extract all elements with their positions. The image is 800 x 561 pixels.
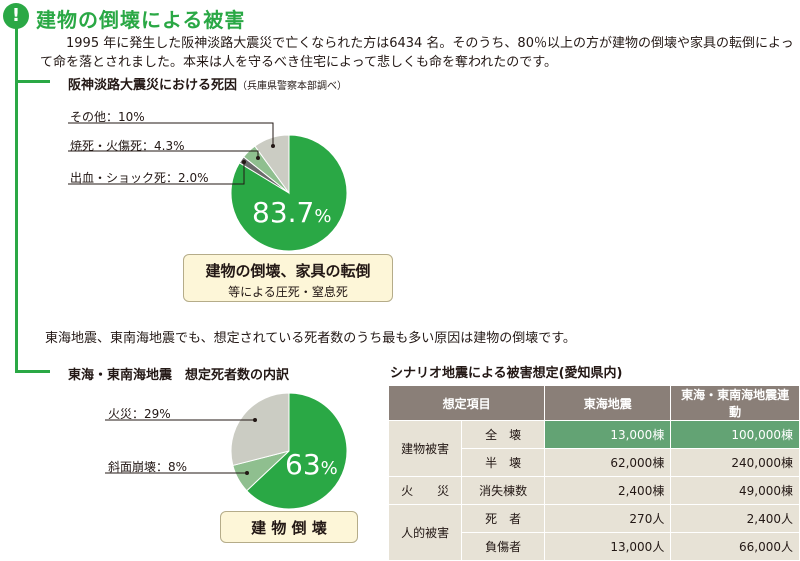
table-header-item: 想定項目 — [387, 385, 546, 421]
table-cell-value: 66,000人 — [670, 532, 800, 561]
leader-dot-other — [271, 144, 275, 148]
pie-slice-3 — [254, 134, 290, 195]
label-bleed: 出血・ショック死：2.0% — [70, 171, 209, 185]
chart1-main-percent: 83.7% — [252, 196, 331, 229]
table-cell-value: 13,000人 — [544, 532, 672, 561]
table-cell-value: 2,400人 — [670, 504, 800, 533]
table-cell-item: 消失棟数 — [461, 476, 546, 505]
intro-paragraph: 1995 年に発生した阪神淡路大震災で亡くなられた方は6434 名。そのうち、8… — [40, 36, 794, 70]
section-bracket-line — [15, 28, 18, 373]
section2-bracket-tick — [15, 370, 50, 373]
label-slope: 斜面崩壊：8% — [108, 460, 188, 474]
chart1-main-unit: % — [314, 206, 332, 227]
section2-heading: 東海・東南海地震 想定死者数の内訳 — [68, 368, 290, 383]
table-cell-value: 240,000棟 — [670, 448, 800, 477]
callout-subtitle: 等による圧死・窒息死 — [228, 285, 348, 299]
middle-text: 東海地震、東南海地震でも、想定されている死者数のうち最も多い原因は建物の倒壊です… — [45, 331, 576, 346]
pie-slice-2 — [230, 392, 290, 467]
table-cell-value: 49,000棟 — [670, 476, 800, 505]
table-cell-item: 負傷者 — [461, 532, 546, 561]
section1-bracket-tick — [15, 80, 50, 83]
leader-dot-burn — [256, 156, 260, 160]
chart2-main-value: 63 — [285, 448, 321, 481]
section1-heading-text: 阪神淡路大震災における死因 — [68, 78, 238, 93]
table-cell-category: 人的被害 — [387, 504, 463, 561]
exclamation-icon: ! — [3, 3, 29, 29]
callout-title: 建物の倒壊、家具の転倒 — [205, 262, 371, 280]
damage-table: 想定項目 東海地震 東海・東南海地震連動 建物被害 全 壊 13,000棟 10… — [387, 385, 800, 561]
table-cell-value: 62,000棟 — [544, 448, 672, 477]
callout2-title: 建 物 倒 壊 — [251, 519, 327, 537]
table-row: 半 壊 62,000棟 240,000棟 — [389, 448, 800, 477]
leader-dot-fire — [253, 418, 257, 422]
pie-chart-2 — [230, 392, 348, 510]
callout-collapse: 建物の倒壊、家具の転倒 等による圧死・窒息死 — [183, 254, 393, 302]
chart2-main-percent: 63% — [285, 448, 338, 481]
pie-slice-0 — [246, 392, 348, 510]
table-cell-item: 全 壊 — [461, 420, 546, 449]
table-cell-value: 100,000棟 — [670, 420, 800, 449]
section1-source: （兵庫県警察本部調べ） — [237, 81, 348, 92]
table-header-combined: 東海・東南海地震連動 — [670, 385, 800, 421]
leader-line-bleed — [68, 162, 245, 185]
table-row: 建物被害 全 壊 13,000棟 100,000棟 — [387, 420, 800, 477]
label-other: その他：10% — [70, 110, 145, 124]
page-title: 建物の倒壊による被害 — [36, 8, 246, 32]
table-cell-category: 建物被害 — [387, 420, 463, 477]
leader-line-burn — [68, 150, 259, 158]
chart1-main-value: 83.7 — [252, 196, 315, 229]
table-row: 火 災 消失棟数 2,400棟 49,000棟 — [387, 476, 800, 505]
table-row: 人的被害 死 者 270人 2,400人 — [387, 504, 800, 561]
table-cell-value: 270人 — [544, 504, 672, 533]
table-cell-value: 2,400棟 — [544, 476, 672, 505]
section1-heading: 阪神淡路大震災における死因（兵庫県警察本部調べ） — [68, 74, 347, 93]
label-burn: 焼死・火傷死：4.3% — [70, 139, 185, 153]
table-cell-item: 半 壊 — [461, 448, 546, 477]
label-fire: 火災：29% — [108, 407, 171, 421]
table-title: シナリオ地震による被害想定(愛知県内) — [390, 366, 623, 381]
table-cell-item: 死 者 — [461, 504, 546, 533]
table-cell-category: 火 災 — [387, 476, 463, 505]
leader-dot-slope — [245, 471, 249, 475]
leader-line-other — [68, 122, 274, 146]
chart2-main-unit: % — [320, 458, 338, 479]
table-header-row: 想定項目 東海地震 東海・東南海地震連動 — [387, 385, 800, 421]
pie-chart-1 — [230, 134, 348, 252]
table-cell-value: 13,000棟 — [544, 420, 672, 449]
callout-building-collapse: 建 物 倒 壊 — [220, 511, 358, 543]
leader-dot-bleed — [242, 160, 246, 164]
table-header-tokai: 東海地震 — [544, 385, 672, 421]
